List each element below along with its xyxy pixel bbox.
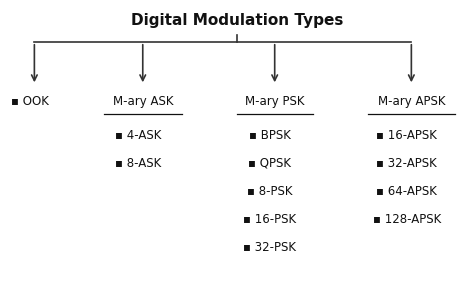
Text: ▪ 16-APSK: ▪ 16-APSK [376, 129, 437, 142]
Text: ▪ OOK: ▪ OOK [11, 95, 49, 108]
Text: ▪ 32-APSK: ▪ 32-APSK [376, 157, 437, 170]
Text: ▪ 8-ASK: ▪ 8-ASK [115, 157, 161, 170]
Text: ▪ 8-PSK: ▪ 8-PSK [247, 185, 293, 198]
Text: ▪ 4-ASK: ▪ 4-ASK [115, 129, 161, 142]
Text: ▪ 16-PSK: ▪ 16-PSK [244, 213, 297, 226]
Text: M-ary ASK: M-ary ASK [112, 95, 173, 108]
Text: ▪ 128-APSK: ▪ 128-APSK [373, 213, 441, 226]
Text: ▪ BPSK: ▪ BPSK [249, 129, 291, 142]
Text: ▪ 64-APSK: ▪ 64-APSK [376, 185, 437, 198]
Text: M-ary APSK: M-ary APSK [378, 95, 445, 108]
Text: M-ary PSK: M-ary PSK [245, 95, 304, 108]
Text: Digital Modulation Types: Digital Modulation Types [131, 14, 343, 28]
Text: ▪ QPSK: ▪ QPSK [248, 157, 292, 170]
Text: ▪ 32-PSK: ▪ 32-PSK [244, 241, 296, 254]
